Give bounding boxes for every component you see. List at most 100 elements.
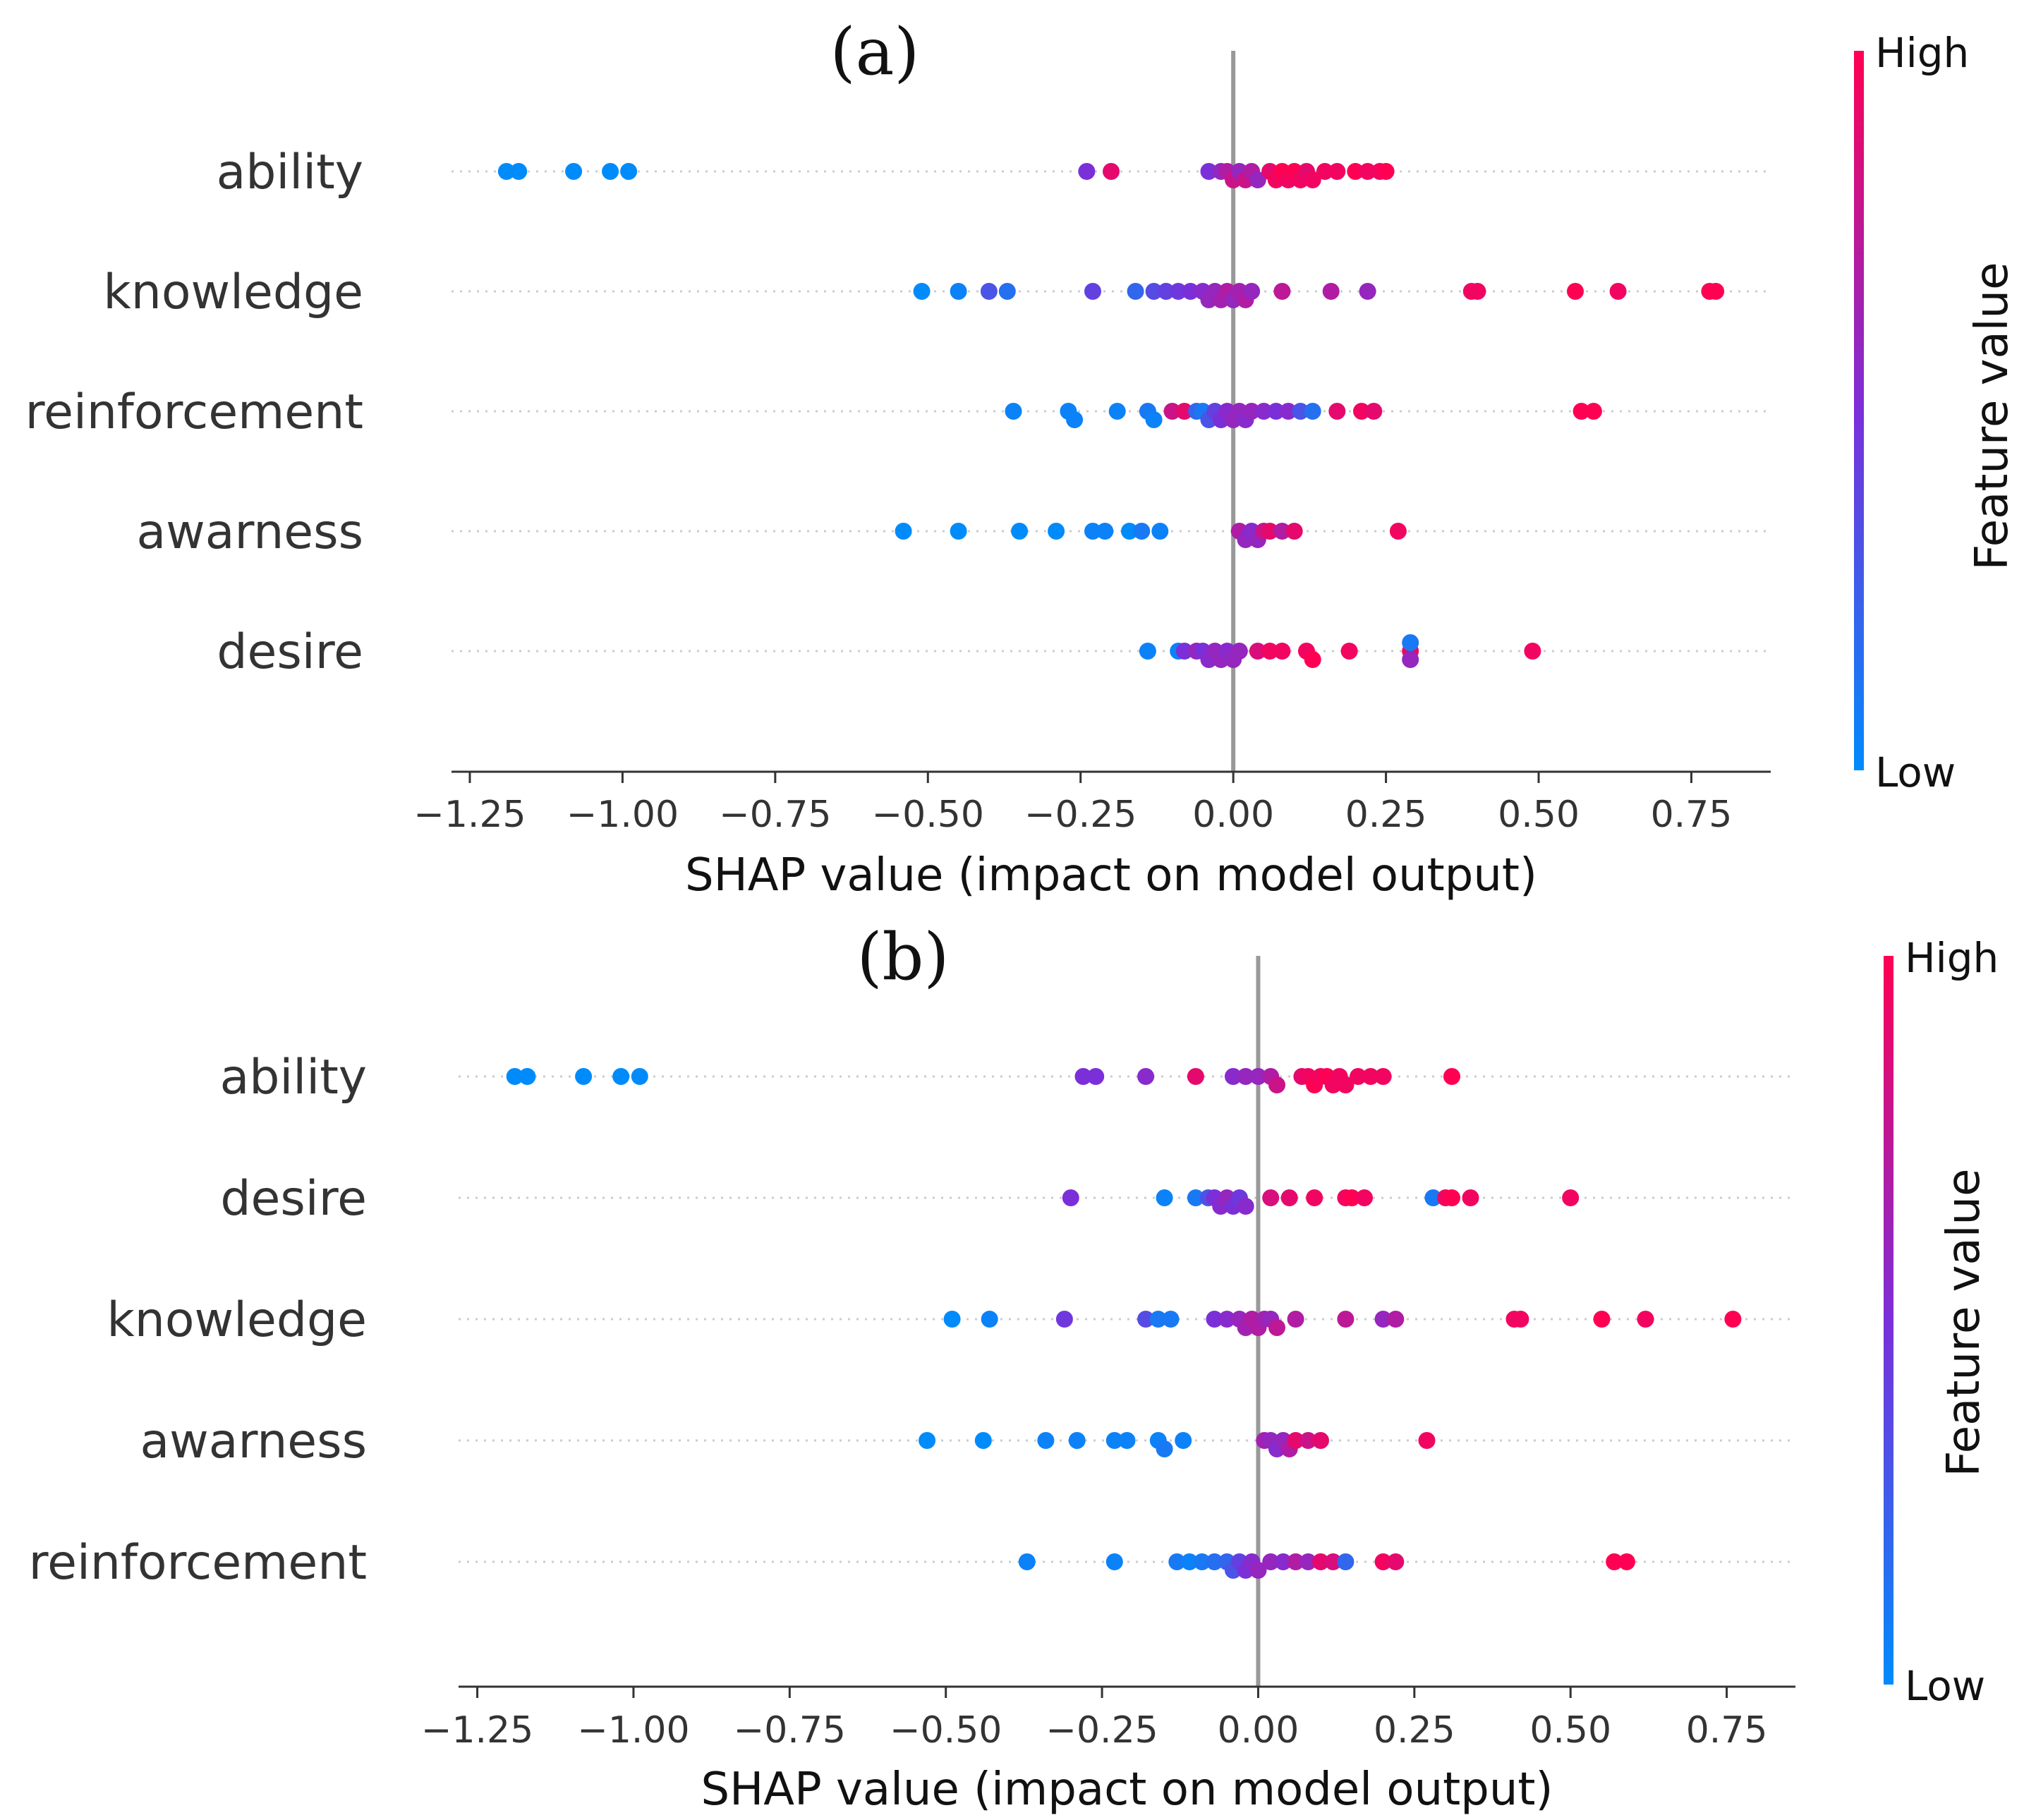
shap-point (1389, 523, 1407, 540)
shap-point (1187, 1068, 1204, 1085)
shap-point (1267, 403, 1285, 420)
shap-point (1011, 523, 1029, 540)
shap-point (1187, 1189, 1204, 1206)
feature-label: knowledge (103, 265, 363, 320)
x-tick-label: −0.50 (872, 794, 984, 836)
shap-point (1157, 283, 1175, 300)
shap-point (1285, 523, 1303, 540)
shap-point (1365, 403, 1383, 420)
x-tick-label: 0.50 (1498, 794, 1580, 836)
x-tick-label: 0.75 (1651, 794, 1733, 836)
shap-point (1343, 1189, 1361, 1206)
shap-point (1340, 643, 1358, 660)
shap-point (1707, 283, 1725, 300)
shap-point (1249, 171, 1266, 188)
shap-point (1118, 1432, 1136, 1449)
x-tick-label: 0.25 (1345, 794, 1427, 836)
shap-point (1084, 523, 1101, 540)
feature-label: reinforcement (25, 384, 363, 440)
shap-point (1163, 403, 1181, 420)
shap-point (1273, 283, 1291, 300)
shap-point (1280, 403, 1297, 420)
shap-point (1261, 643, 1279, 660)
shap-point (510, 163, 528, 180)
x-tick-label: −1.25 (421, 1709, 533, 1752)
shap-point (1062, 1189, 1079, 1206)
x-tick-label: 0.50 (1529, 1709, 1611, 1752)
shap-point (895, 523, 912, 540)
shap-point (1374, 1553, 1392, 1570)
shap-point (981, 1311, 998, 1328)
shap-point (1512, 1311, 1529, 1328)
shap-point (1133, 523, 1151, 540)
shap-point (1237, 1198, 1254, 1215)
shap-point (1347, 163, 1364, 180)
shap-point (1237, 1068, 1254, 1085)
shap-point (1304, 651, 1321, 668)
shap-point (1105, 1432, 1123, 1449)
shap-point (1137, 1068, 1155, 1085)
shap-point (1206, 1553, 1223, 1570)
shap-point (1374, 1311, 1392, 1328)
shap-point (1249, 643, 1266, 660)
x-tick-label: 0.75 (1686, 1709, 1768, 1752)
x-axis-title: SHAP value (impact on model output) (701, 1764, 1553, 1816)
shap-point (631, 1068, 648, 1085)
shap-point (1230, 643, 1248, 660)
shap-point (1127, 283, 1144, 300)
shap-point (1200, 163, 1218, 180)
shap-point (1469, 283, 1486, 300)
shap-point (1359, 163, 1376, 180)
shap-point (1524, 643, 1541, 660)
shap-point (1609, 283, 1627, 300)
shap-point (1121, 523, 1138, 540)
shap-point (620, 163, 638, 180)
shap-point (950, 283, 967, 300)
shap-point (998, 283, 1016, 300)
shap-point (1156, 1189, 1173, 1206)
feature-label: ability (220, 1050, 367, 1105)
panel-b: (b) ability desire knowledge awarness reinfor… (29, 919, 1999, 1816)
colorbar (1884, 956, 1893, 1685)
x-tick-label: 0.25 (1374, 1709, 1455, 1752)
shap-point (1249, 1562, 1267, 1579)
shap-point (1066, 411, 1084, 428)
feature-label: reinforcement (29, 1535, 367, 1591)
shap-point (1175, 643, 1193, 660)
x-tick-label: 0.00 (1218, 1709, 1299, 1752)
feature-label: ability (217, 145, 363, 200)
x-tick-label: −1.25 (413, 794, 526, 836)
shap-point (1084, 283, 1101, 300)
shap-point (1584, 403, 1602, 420)
shap-point (1287, 1311, 1304, 1328)
shap-point (943, 1311, 961, 1328)
shap-point (1243, 283, 1261, 300)
shap-point (1322, 283, 1340, 300)
shap-point (1055, 1311, 1073, 1328)
shap-point (1572, 403, 1590, 420)
shap-point (1443, 1068, 1460, 1085)
panel-label: (a) (830, 14, 920, 90)
shap-point (1292, 403, 1309, 420)
shap-point (1103, 163, 1120, 180)
feature-label: desire (217, 624, 363, 680)
shap-point (1151, 523, 1169, 540)
shap-point (1606, 1553, 1623, 1570)
x-tick-label: −0.50 (890, 1709, 1002, 1752)
shap-point (1074, 1068, 1092, 1085)
x-axis-title: SHAP value (impact on model output) (685, 849, 1537, 902)
shap-point (1377, 163, 1395, 180)
shap-point (1306, 1189, 1323, 1206)
shap-point (1274, 1553, 1292, 1570)
x-tick-label: −0.75 (734, 1709, 846, 1752)
shap-point (1304, 171, 1321, 188)
shap-point (913, 283, 931, 300)
shap-point (1418, 1432, 1436, 1449)
shap-point (1312, 1553, 1329, 1570)
shap-point (1387, 1553, 1405, 1570)
shap-point (1724, 1311, 1742, 1328)
shap-point (1170, 283, 1187, 300)
shap-point (1225, 1068, 1242, 1085)
shap-point (1182, 283, 1199, 300)
